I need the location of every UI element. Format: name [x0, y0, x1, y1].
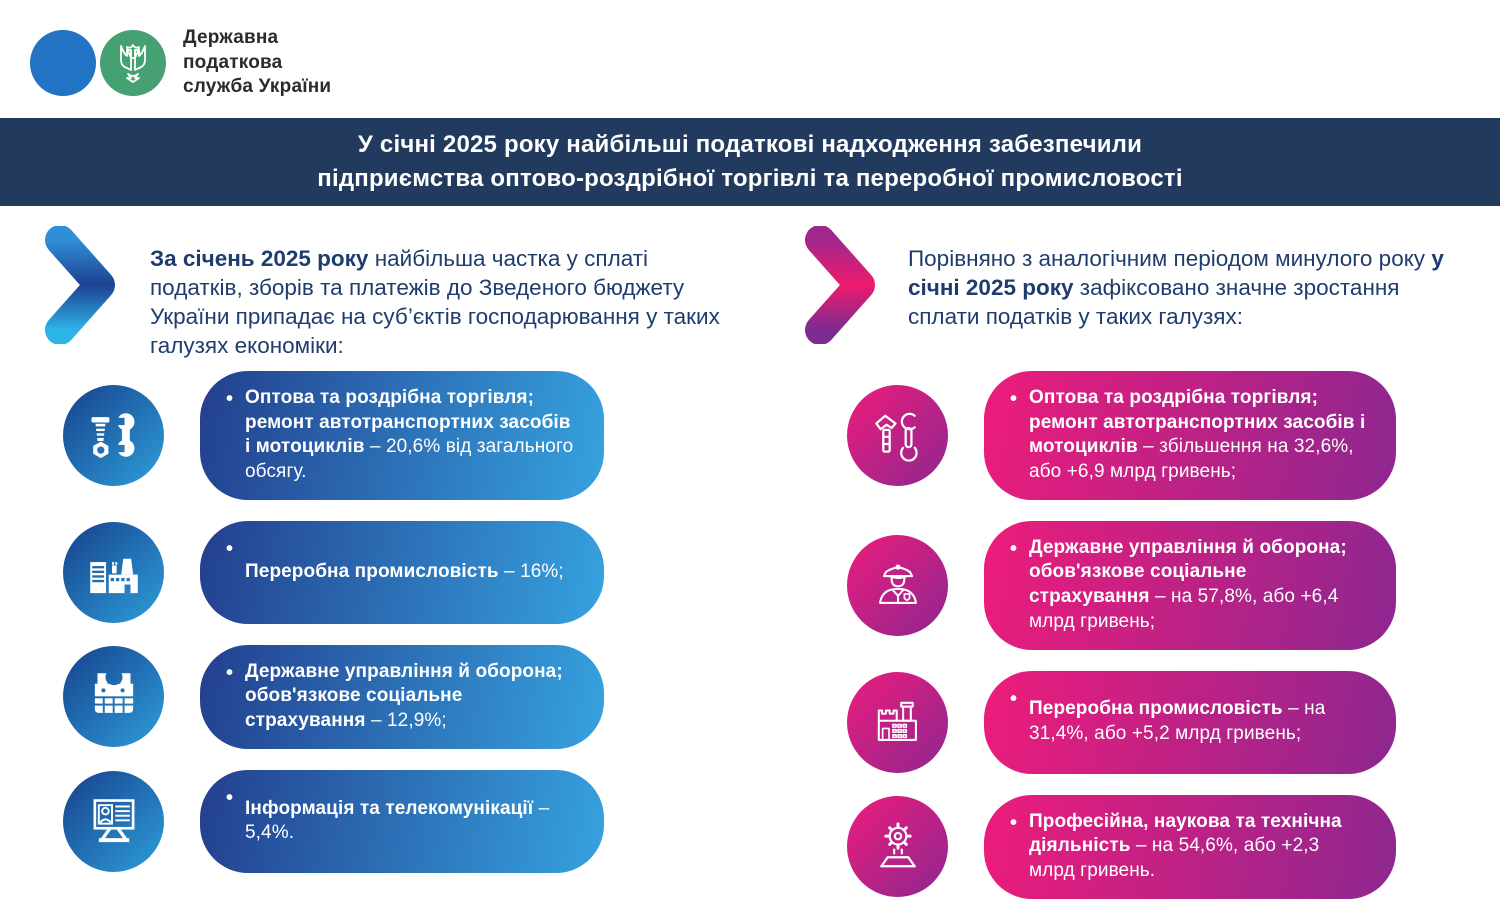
- industry-item: • Переробна промисловість – 16%;: [63, 520, 604, 624]
- industry-value: – 12,9%;: [365, 710, 447, 732]
- industry-name: Державне управління й оборона; обов'язко…: [1029, 536, 1347, 608]
- bullet: •: [226, 537, 234, 560]
- page-title-line2: підприємства оптово-роздрібної торгівлі …: [317, 165, 1183, 192]
- industry-item: • Оптова та роздрібна торгівля; ремонт а…: [63, 371, 604, 500]
- title-band: У січні 2025 року найбільші податкові на…: [0, 118, 1500, 206]
- industry-item: • Державне управління й оборона; обов'яз…: [63, 644, 604, 749]
- industry-name: Професійна, наукова та технічна діяльніс…: [1029, 810, 1342, 857]
- org-name-line: Державна: [183, 27, 279, 48]
- right-intro-text: Порівняно з аналогічним періодом минулог…: [908, 244, 1456, 332]
- chevron-right-icon: [44, 226, 116, 344]
- industry-name: Оптова та роздрібна торгівля; ремонт авт…: [245, 387, 571, 458]
- police-officer-icon: [847, 534, 948, 636]
- armor-vest-icon: [63, 646, 164, 748]
- industry-name: Оптова та роздрібна торгівля; ремонт авт…: [1029, 387, 1366, 458]
- industry-text: Оптова та роздрібна торгівля; ремонт авт…: [1029, 386, 1366, 485]
- industry-pill: • Переробна промисловість – на 31,4%, аб…: [984, 670, 1396, 774]
- industry-pill: • Державне управління й оборона; обов'яз…: [200, 644, 604, 749]
- presentation-board-icon: [63, 770, 164, 872]
- bullet: •: [1010, 811, 1018, 834]
- industry-text: Державне управління й оборона; обов'язко…: [1029, 536, 1366, 635]
- industry-value: – на 31,4%, або +5,2 млрд гривень;: [1029, 698, 1326, 744]
- gear-person-icon: [847, 796, 948, 898]
- left-intro-text: За січень 2025 року найбільша частка у с…: [150, 244, 735, 361]
- logo: Державна податкова служба України: [30, 26, 331, 100]
- bullet: •: [226, 786, 234, 809]
- chevron-right-icon: [804, 226, 876, 344]
- industry-value: – 20,6% від загального обсягу.: [245, 436, 574, 483]
- logo-blue-circle: [30, 30, 96, 97]
- industry-name: Переробна промисловість: [245, 560, 499, 582]
- factory-icon: [63, 521, 164, 623]
- screw-wrench-icon: [63, 384, 164, 486]
- industry-value: – збільшення на 32,6%, або +6,9 млрд гри…: [1029, 436, 1354, 483]
- industry-name: Інформація та телекомунікації: [245, 797, 534, 819]
- right-intro-before: Порівняно з аналогічним періодом минулог…: [908, 245, 1432, 271]
- industry-item: • Переробна промисловість – на 31,4%, аб…: [847, 670, 1396, 774]
- bullet: •: [1010, 388, 1018, 410]
- right-intro-bold: у січні 2025 року: [908, 245, 1444, 300]
- right-intro-after: зафіксовано значне зростання сплати пода…: [908, 274, 1400, 329]
- industry-pill: • Професійна, наукова та технічна діяльн…: [984, 794, 1396, 899]
- factory-outline-icon: [847, 671, 948, 773]
- left-intro-bold: За січень 2025 року: [150, 245, 369, 271]
- industry-item: • Інформація та телекомунікації – 5,4%.: [63, 769, 604, 873]
- industry-text: Професійна, наукова та технічна діяльніс…: [1029, 810, 1366, 884]
- industry-pill: • Переробна промисловість – 16%;: [200, 520, 604, 624]
- industry-text: Переробна промисловість – 16%;: [245, 560, 564, 585]
- left-industry-list: • Оптова та роздрібна торгівля; ремонт а…: [63, 371, 604, 873]
- industry-text: Оптова та роздрібна торгівля; ремонт авт…: [245, 386, 574, 485]
- industry-pill: • Інформація та телекомунікації – 5,4%.: [200, 769, 604, 873]
- industry-name: Переробна промисловість: [1029, 698, 1283, 720]
- org-name: Державна податкова служба України: [183, 26, 331, 100]
- bullet: •: [226, 388, 234, 410]
- left-intro-rest: найбільша частка у сплаті податків, збор…: [150, 245, 720, 359]
- industry-name: Державне управління й оборона; обов'язко…: [245, 660, 563, 732]
- industry-pill: • Оптова та роздрібна торгівля; ремонт а…: [984, 371, 1396, 500]
- industry-value: – на 54,6%, або +2,3 млрд гривень.: [1029, 835, 1320, 881]
- trident-icon: [120, 44, 146, 83]
- industry-value: – 16%;: [498, 560, 564, 582]
- logo-green-circle: [100, 30, 166, 97]
- org-name-line: податкова: [183, 51, 283, 73]
- org-name-line: служба України: [183, 76, 332, 98]
- industry-pill: • Оптова та роздрібна торгівля; ремонт а…: [200, 371, 604, 500]
- industry-text: Державне управління й оборона; обов'язко…: [245, 660, 574, 734]
- industry-text: Переробна промисловість – на 31,4%, або …: [1029, 697, 1366, 746]
- page-title-line1: У січні 2025 року найбільші податкові на…: [357, 130, 1143, 158]
- industry-value: – на 57,8%, або +6,4 млрд гривень;: [1029, 586, 1339, 632]
- bullet: •: [226, 661, 234, 684]
- industry-pill: • Державне управління й оборона; обов'яз…: [984, 520, 1396, 650]
- industry-text: Інформація та телекомунікації – 5,4%.: [245, 797, 574, 846]
- industry-item: • Професійна, наукова та технічна діяльн…: [847, 794, 1396, 899]
- right-industry-list: • Оптова та роздрібна торгівля; ремонт а…: [847, 371, 1396, 899]
- industry-item: • Державне управління й оборона; обов'яз…: [847, 520, 1396, 650]
- industry-item: • Оптова та роздрібна торгівля; ремонт а…: [847, 371, 1396, 500]
- bullet: •: [1010, 687, 1018, 710]
- industry-value: – 5,4%.: [245, 797, 550, 844]
- hammer-wrench-icon: [847, 384, 948, 486]
- bullet: •: [1010, 537, 1018, 560]
